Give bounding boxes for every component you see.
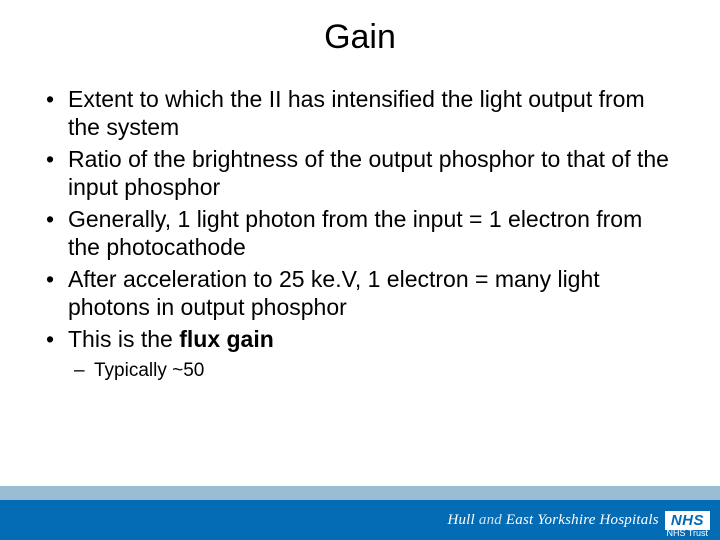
footer-accent-bar	[0, 486, 720, 500]
footer-main-bar: Hull and East Yorkshire Hospitals NHS	[0, 500, 720, 540]
footer-org-mid: and	[479, 512, 502, 528]
nhs-trust-label: NHS Trust	[666, 528, 708, 538]
bullet-text: After acceleration to 25 ke.V, 1 electro…	[68, 266, 600, 320]
bullet-text: Generally, 1 light photon from the input…	[68, 206, 642, 260]
bullet-text-bold: flux gain	[179, 326, 274, 352]
footer-org-rest: East Yorkshire Hospitals	[502, 512, 659, 528]
slide-content: Extent to which the II has intensified t…	[0, 67, 720, 383]
bullet-text: Extent to which the II has intensified t…	[68, 86, 645, 140]
nhs-badge: NHS	[665, 511, 710, 530]
footer-org-text: Hull and East Yorkshire Hospitals	[447, 512, 658, 529]
sub-bullet-list: Typically ~50	[68, 359, 680, 383]
footer-org-prefix: Hull	[447, 512, 478, 528]
slide-title: Gain	[0, 0, 720, 67]
bullet-text-prefix: This is the	[68, 326, 179, 352]
list-item: Extent to which the II has intensified t…	[40, 85, 680, 141]
list-item: Generally, 1 light photon from the input…	[40, 205, 680, 261]
list-item: After acceleration to 25 ke.V, 1 electro…	[40, 265, 680, 321]
sub-bullet-text: Typically ~50	[94, 360, 204, 381]
bullet-text: Ratio of the brightness of the output ph…	[68, 146, 669, 200]
list-item: This is the flux gain Typically ~50	[40, 325, 680, 383]
bullet-list: Extent to which the II has intensified t…	[40, 85, 680, 383]
sub-list-item: Typically ~50	[68, 359, 680, 383]
list-item: Ratio of the brightness of the output ph…	[40, 145, 680, 201]
slide: Gain Extent to which the II has intensif…	[0, 0, 720, 540]
